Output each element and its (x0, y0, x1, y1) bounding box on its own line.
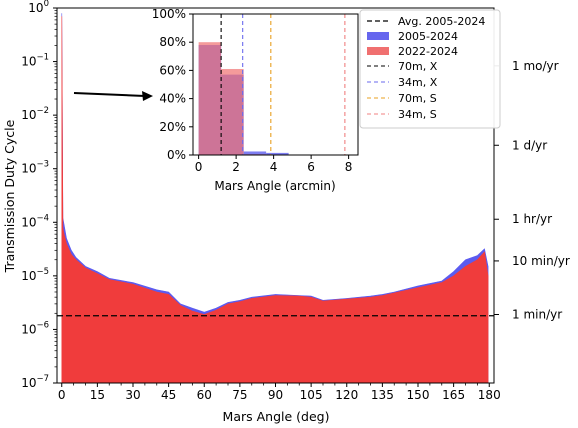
legend: Avg. 2005-2024 2005-2024 2022-2024 70m, … (359, 9, 501, 129)
inset-x-tick-label-8: 8 (345, 160, 353, 174)
inset-y-tick-label-80: 80% (159, 35, 186, 49)
inset-y-tick-label-60: 60% (159, 63, 186, 77)
main-secondary-y-axis: 1 mo/yr 1 d/yr 1 hr/yr 10 min/yr 1 min/yr (494, 59, 570, 321)
y-tick-label-0: 100 (28, 0, 49, 15)
legend-label-70m-x: 70m, X (398, 60, 438, 73)
inset-plot-frame (192, 13, 359, 156)
inset-bar-2005-2024-3 (266, 152, 289, 155)
legend-label-34m-s: 34m, S (398, 108, 437, 121)
y-tick-label-2: 10−2 (21, 106, 49, 122)
secondary-y-tick-label-1: 1 d/yr (512, 138, 547, 152)
x-tick-label-165: 165 (442, 388, 465, 402)
inset-x-tick-label-0: 0 (195, 160, 203, 174)
legend-label-2005-2024: 2005-2024 (398, 30, 458, 43)
inset-x-axis: 0 2 4 6 8 (195, 155, 353, 174)
x-tick-label-90: 90 (268, 388, 283, 402)
inset-x-axis-label: Mars Angle (arcmin) (214, 179, 335, 193)
secondary-y-tick-label-3: 10 min/yr (512, 254, 570, 268)
legend-entry-70m-s: 70m, S (367, 92, 437, 105)
inset-reference-lines (220, 14, 346, 155)
inset-pointer-arrow (73, 91, 153, 101)
y-tick-label-4: 10−4 (21, 213, 49, 229)
inset-y-tick-label-100: 100% (152, 7, 186, 21)
secondary-y-tick-label-4: 1 min/yr (512, 307, 562, 321)
y-tick-label-5: 10−5 (21, 267, 49, 283)
legend-label-34m-x: 34m, X (398, 76, 438, 89)
inset-x-tick-label-2: 2 (232, 160, 240, 174)
inset-y-tick-label-40: 40% (159, 92, 186, 106)
x-tick-label-135: 135 (371, 388, 394, 402)
legend-entry-2022-2024: 2022-2024 (367, 45, 458, 58)
legend-label-2022-2024: 2022-2024 (398, 45, 458, 58)
legend-label-average: Avg. 2005-2024 (398, 15, 485, 28)
x-tick-label-120: 120 (335, 388, 358, 402)
legend-entry-34m-s: 34m, S (367, 108, 437, 121)
legend-entry-2005-2024: 2005-2024 (367, 30, 458, 43)
inset-y-axis: 0% 20% 40% 60% 80% 100% (152, 7, 193, 162)
y-tick-label-7: 10−7 (21, 374, 49, 390)
legend-entry-70m-x: 70m, X (367, 60, 438, 73)
inset-bar-2005-2024-2 (243, 151, 267, 155)
inset-x-tick-label-4: 4 (270, 160, 278, 174)
x-tick-label-45: 45 (161, 388, 176, 402)
main-x-axis-label: Mars Angle (deg) (223, 409, 330, 424)
y-tick-label-6: 10−6 (21, 320, 49, 336)
inset-bar-2022-2024-0 (198, 42, 222, 156)
y-tick-label-1: 10−1 (21, 53, 49, 69)
secondary-y-tick-label-2: 1 hr/yr (512, 212, 552, 226)
y-tick-label-3: 10−3 (21, 160, 49, 176)
main-x-axis: 0 15 30 45 60 75 90 105 120 135 150 165 180 (58, 383, 501, 402)
legend-label-70m-s: 70m, S (398, 92, 437, 105)
main-series-layer (61, 13, 489, 384)
legend-entry-average: Avg. 2005-2024 (367, 15, 485, 28)
main-chart: 0 15 30 45 60 75 90 105 120 135 150 165 180 10010−11… (2, 0, 570, 424)
x-tick-label-105: 105 (300, 388, 323, 402)
x-tick-label-30: 30 (125, 388, 140, 402)
inset-y-tick-label-0: 0% (167, 148, 186, 162)
series-area-2022-2024 (61, 16, 489, 384)
x-tick-label-15: 15 (90, 388, 105, 402)
secondary-y-tick-label-0: 1 mo/yr (512, 59, 559, 73)
x-tick-label-180: 180 (478, 388, 501, 402)
main-y-axis: 100 10−1 10−2 10−3 10−4 10−5 10−6 10−7 (21, 0, 57, 390)
x-tick-label-0: 0 (58, 388, 66, 402)
x-tick-label-75: 75 (232, 388, 247, 402)
inset-x-tick-label-6: 6 (307, 160, 315, 174)
inset-chart: 0 2 4 6 8 0% 20% 40% 60% 80% 100% Mars Angle (arc… (152, 7, 359, 193)
x-tick-label-60: 60 (197, 388, 212, 402)
legend-box (359, 9, 501, 129)
inset-bar-2022-2024-1 (221, 68, 244, 155)
legend-entry-34m-x: 34m, X (367, 76, 438, 89)
inset-bar-layer (198, 42, 289, 156)
inset-y-tick-label-20: 20% (159, 120, 186, 134)
x-tick-label-150: 150 (407, 388, 430, 402)
main-y-axis-label: Transmission Duty Cycle (2, 119, 17, 273)
